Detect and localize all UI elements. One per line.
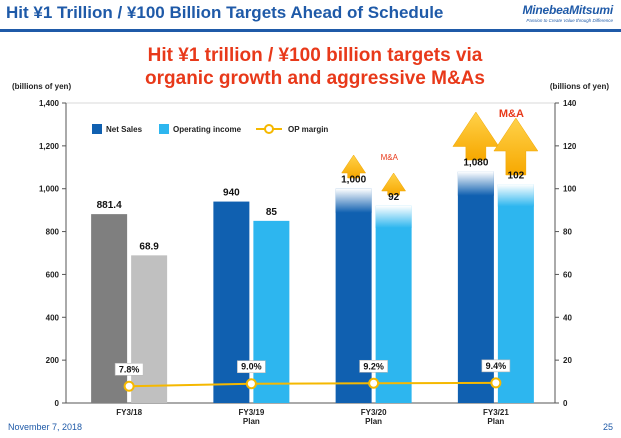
footer-date: November 7, 2018 xyxy=(8,422,83,432)
op-income-value-label: 102 xyxy=(508,170,525,181)
legend-label-net-sales: Net Sales xyxy=(106,125,143,134)
legend-swatch-op-income xyxy=(159,124,169,134)
y-left-tick-label: 1,400 xyxy=(39,99,60,108)
op-margin-point xyxy=(490,377,502,389)
subtitle: Hit ¥1 trillion / ¥100 billion targets v… xyxy=(120,44,510,90)
y-right-tick-label: 60 xyxy=(563,270,572,279)
mna-arrow-net-sales xyxy=(341,154,367,179)
x-tick-sublabel: Plan xyxy=(365,417,382,426)
bar-operating-income-mna-fade xyxy=(497,184,534,207)
y-right-tick-label: 40 xyxy=(563,313,572,322)
y-right-tick-label: 120 xyxy=(563,142,577,151)
y-right-tick-label: 140 xyxy=(563,99,577,108)
y-left-tick-label: 400 xyxy=(46,313,60,322)
mna-arrow-op-income xyxy=(493,117,539,176)
x-tick-sublabel: Plan xyxy=(243,417,260,426)
mna-arrow-op-income xyxy=(381,172,407,196)
x-tick-sublabel: Plan xyxy=(487,417,504,426)
op-income-value-label: 92 xyxy=(388,192,400,203)
logo-tagline: Passion to Create Value through Differen… xyxy=(526,18,613,23)
legend-label-op-margin: OP margin xyxy=(288,125,328,134)
y-left-tick-label: 0 xyxy=(55,399,60,408)
x-tick-label: FY3/19 xyxy=(238,408,264,417)
header-rule xyxy=(0,29,621,32)
y-right-axis-label: (billions of yen) xyxy=(550,82,609,91)
net-sales-value-label: 940 xyxy=(223,188,240,199)
bar-operating-income xyxy=(375,205,412,403)
mna-arrow-net-sales xyxy=(452,111,500,161)
legend-swatch-op-margin-marker xyxy=(264,124,274,134)
y-right-tick-label: 100 xyxy=(563,185,577,194)
bar-net-sales-mna-fade xyxy=(457,171,494,196)
op-margin-label-box xyxy=(237,360,266,374)
subtitle-line-1: Hit ¥1 trillion / ¥100 billion targets v… xyxy=(147,45,483,66)
legend-label-op-income: Operating income xyxy=(173,125,242,134)
op-margin-label-box xyxy=(114,362,144,376)
logo-name: MinebeaMitsumi xyxy=(522,3,613,17)
y-left-axis-label: (billions of yen) xyxy=(12,82,71,91)
op-income-value-label: 68.9 xyxy=(139,241,159,252)
bar-operating-income xyxy=(131,255,168,403)
legend-swatch-net-sales xyxy=(92,124,102,134)
y-left-tick-label: 1,000 xyxy=(39,185,60,194)
op-margin-value-label: 9.2% xyxy=(363,361,384,371)
page-number: 25 xyxy=(602,422,613,432)
op-margin-value-label: 7.8% xyxy=(119,364,140,374)
op-margin-point xyxy=(123,380,135,392)
op-margin-value-label: 9.4% xyxy=(486,361,507,371)
bar-net-sales-mna-fade xyxy=(335,188,372,213)
y-right-tick-label: 0 xyxy=(563,399,568,408)
y-left-tick-label: 200 xyxy=(46,356,60,365)
mna-annotation: M&A xyxy=(499,108,524,120)
y-left-tick-label: 1,200 xyxy=(39,142,60,151)
company-logo: MinebeaMitsumi Passion to Create Value t… xyxy=(522,3,613,23)
op-margin-label-box xyxy=(481,359,511,373)
mna-annotation: M&A xyxy=(381,153,399,162)
bar-operating-income xyxy=(253,220,290,403)
subtitle-line-2: organic growth and aggressive M&As xyxy=(145,68,485,89)
net-sales-value-label: 1,000 xyxy=(341,175,366,186)
x-tick-label: FY3/20 xyxy=(361,408,387,417)
y-left-tick-label: 800 xyxy=(46,228,60,237)
op-margin-point xyxy=(245,378,257,390)
net-sales-value-label: 1,080 xyxy=(463,158,488,169)
net-sales-value-label: 881.4 xyxy=(97,200,122,211)
op-margin-line xyxy=(129,381,496,388)
x-tick-label: FY3/21 xyxy=(483,408,509,417)
y-left-tick-label: 600 xyxy=(46,270,60,279)
header: Hit ¥1 Trillion / ¥100 Billion Targets A… xyxy=(0,0,621,30)
op-margin-point xyxy=(368,377,380,389)
y-right-tick-label: 80 xyxy=(563,228,572,237)
bar-operating-income-mna-fade xyxy=(375,205,412,228)
op-margin-value-label: 9.0% xyxy=(241,362,262,372)
y-right-tick-label: 20 xyxy=(563,356,572,365)
op-income-value-label: 85 xyxy=(266,207,278,218)
x-tick-label: FY3/18 xyxy=(116,408,142,417)
page-title: Hit ¥1 Trillion / ¥100 Billion Targets A… xyxy=(6,3,444,22)
op-margin-label-box xyxy=(359,359,388,373)
